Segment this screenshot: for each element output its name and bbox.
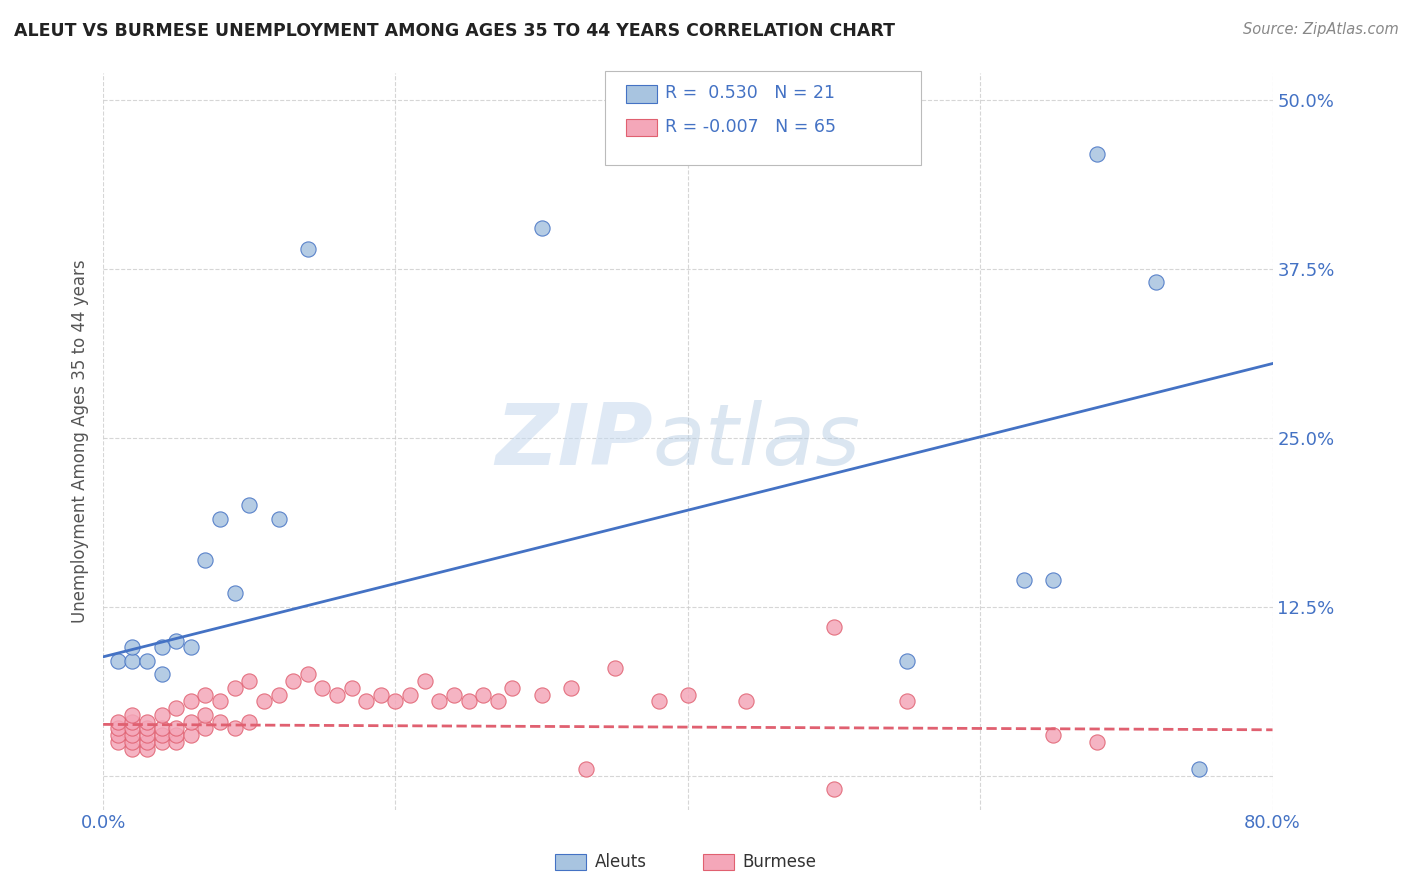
Point xyxy=(150,640,173,655)
Y-axis label: Unemployment Among Ages 35 to 44 years: Unemployment Among Ages 35 to 44 years xyxy=(72,260,89,624)
Point xyxy=(165,633,187,648)
Point xyxy=(384,694,406,708)
Point xyxy=(472,688,495,702)
Point xyxy=(354,694,377,708)
Point xyxy=(209,512,232,526)
Point xyxy=(297,667,319,681)
Point xyxy=(165,735,187,749)
Point xyxy=(150,707,173,722)
Point xyxy=(823,782,845,797)
Text: ZIP: ZIP xyxy=(495,400,652,483)
Point xyxy=(399,688,422,702)
Point xyxy=(121,714,143,729)
Point xyxy=(1144,276,1167,290)
Point xyxy=(238,714,260,729)
Point xyxy=(136,654,159,668)
Point xyxy=(121,728,143,742)
Point xyxy=(136,728,159,742)
Point xyxy=(224,681,246,695)
Point xyxy=(180,640,202,655)
Point xyxy=(121,640,143,655)
Point xyxy=(107,654,129,668)
Point xyxy=(1012,573,1035,587)
Point xyxy=(647,694,669,708)
Point xyxy=(150,667,173,681)
Point xyxy=(413,674,436,689)
Point xyxy=(560,681,582,695)
Point xyxy=(224,586,246,600)
Point xyxy=(896,694,918,708)
Point xyxy=(486,694,509,708)
Point xyxy=(121,654,143,668)
Point xyxy=(501,681,523,695)
Point xyxy=(121,707,143,722)
Point xyxy=(194,688,217,702)
Point xyxy=(267,512,290,526)
Point xyxy=(457,694,479,708)
Point xyxy=(107,714,129,729)
Point xyxy=(194,722,217,736)
Point xyxy=(735,694,758,708)
Point xyxy=(238,499,260,513)
Text: atlas: atlas xyxy=(652,400,860,483)
Point xyxy=(180,694,202,708)
Point xyxy=(180,728,202,742)
Point xyxy=(823,620,845,634)
Point xyxy=(896,654,918,668)
Point xyxy=(194,552,217,566)
Point xyxy=(121,741,143,756)
Text: ALEUT VS BURMESE UNEMPLOYMENT AMONG AGES 35 TO 44 YEARS CORRELATION CHART: ALEUT VS BURMESE UNEMPLOYMENT AMONG AGES… xyxy=(14,22,896,40)
Point xyxy=(1085,147,1108,161)
Point xyxy=(136,741,159,756)
Point xyxy=(165,728,187,742)
Point xyxy=(121,722,143,736)
Point xyxy=(1085,735,1108,749)
Text: R =  0.530   N = 21: R = 0.530 N = 21 xyxy=(665,84,835,102)
Point xyxy=(1188,762,1211,776)
Point xyxy=(340,681,363,695)
Text: R = -0.007   N = 65: R = -0.007 N = 65 xyxy=(665,118,837,136)
Point xyxy=(574,762,596,776)
Point xyxy=(311,681,333,695)
Point xyxy=(121,735,143,749)
Point xyxy=(370,688,392,702)
Point xyxy=(194,707,217,722)
Point xyxy=(136,735,159,749)
Point xyxy=(107,722,129,736)
Point xyxy=(283,674,305,689)
Point xyxy=(267,688,290,702)
Point xyxy=(150,735,173,749)
Point xyxy=(427,694,450,708)
Point xyxy=(443,688,465,702)
Point xyxy=(107,735,129,749)
Point xyxy=(209,694,232,708)
Point xyxy=(676,688,699,702)
Point xyxy=(150,722,173,736)
Point xyxy=(209,714,232,729)
Point xyxy=(136,714,159,729)
Text: Aleuts: Aleuts xyxy=(595,853,647,871)
Point xyxy=(326,688,349,702)
Point xyxy=(530,221,553,235)
Text: Source: ZipAtlas.com: Source: ZipAtlas.com xyxy=(1243,22,1399,37)
Point xyxy=(238,674,260,689)
Point xyxy=(1042,728,1064,742)
Point xyxy=(165,722,187,736)
Point xyxy=(253,694,276,708)
Point xyxy=(107,728,129,742)
Text: Burmese: Burmese xyxy=(742,853,817,871)
Point xyxy=(224,722,246,736)
Point xyxy=(1042,573,1064,587)
Point xyxy=(136,722,159,736)
Point xyxy=(530,688,553,702)
Point xyxy=(180,714,202,729)
Point xyxy=(297,242,319,256)
Point xyxy=(150,728,173,742)
Point xyxy=(165,701,187,715)
Point xyxy=(603,660,626,674)
